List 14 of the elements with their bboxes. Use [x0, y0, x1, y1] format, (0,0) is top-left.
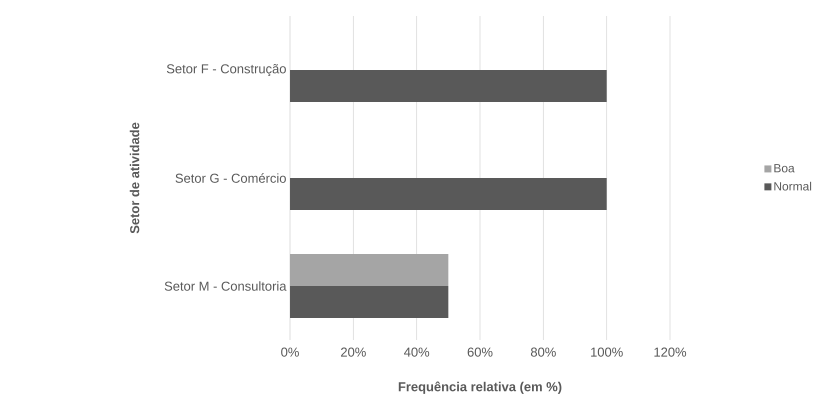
- legend-label: Normal: [774, 182, 812, 191]
- y-tick-label: Setor M - Consultoria: [164, 281, 286, 291]
- x-tick-label: 0%: [281, 348, 299, 357]
- x-tick-label: 120%: [654, 348, 686, 357]
- x-tick-label: 20%: [341, 348, 366, 357]
- x-tick-label: 80%: [530, 348, 556, 357]
- y-axis-title: Setor de atividade: [130, 122, 140, 234]
- legend-label: Boa: [774, 164, 795, 172]
- x-tick-label: 100%: [591, 348, 623, 357]
- x-tick-label: 60%: [468, 348, 493, 357]
- y-tick-label: Setor G - Comércio: [176, 173, 286, 183]
- x-axis-title: Frequência relativa (em %): [398, 382, 562, 394]
- y-tick-label: Setor F - Construção: [166, 64, 286, 76]
- x-tick-label: 40%: [404, 348, 430, 357]
